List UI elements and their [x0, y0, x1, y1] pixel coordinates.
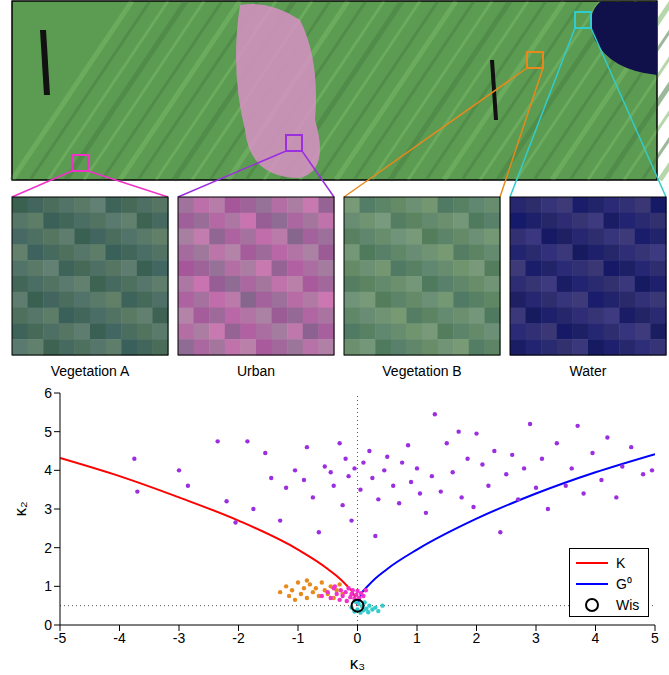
html-text:K: K — [616, 554, 626, 571]
svg-text:1: 1 — [413, 630, 421, 646]
svg-text:Water: Water — [570, 363, 607, 379]
svg-text:1: 1 — [44, 578, 52, 594]
svg-text:κ₂: κ₂ — [11, 501, 30, 516]
svg-text:Vegetation A: Vegetation A — [51, 363, 130, 379]
svg-text:-1: -1 — [292, 630, 305, 646]
svg-text:6: 6 — [44, 385, 52, 401]
svg-text:-2: -2 — [232, 630, 245, 646]
svg-text:4: 4 — [44, 462, 52, 478]
svg-text:-3: -3 — [173, 630, 186, 646]
svg-text:0: 0 — [44, 617, 52, 633]
svg-text:5: 5 — [651, 630, 659, 646]
svg-text:Vegetation B: Vegetation B — [382, 363, 461, 379]
svg-text:2: 2 — [44, 540, 52, 556]
svg-text:-5: -5 — [54, 630, 67, 646]
html-text:G⁰: G⁰ — [616, 576, 632, 592]
svg-text:5: 5 — [44, 424, 52, 440]
svg-text:κ₃: κ₃ — [350, 654, 365, 673]
svg-text:-4: -4 — [113, 630, 126, 646]
html-text:Wis: Wis — [616, 596, 640, 613]
svg-text:2: 2 — [473, 630, 481, 646]
svg-text:Urban: Urban — [237, 363, 275, 379]
svg-text:4: 4 — [592, 630, 600, 646]
svg-text:3: 3 — [532, 630, 540, 646]
svg-text:3: 3 — [44, 501, 52, 517]
svg-text:0: 0 — [354, 630, 362, 646]
